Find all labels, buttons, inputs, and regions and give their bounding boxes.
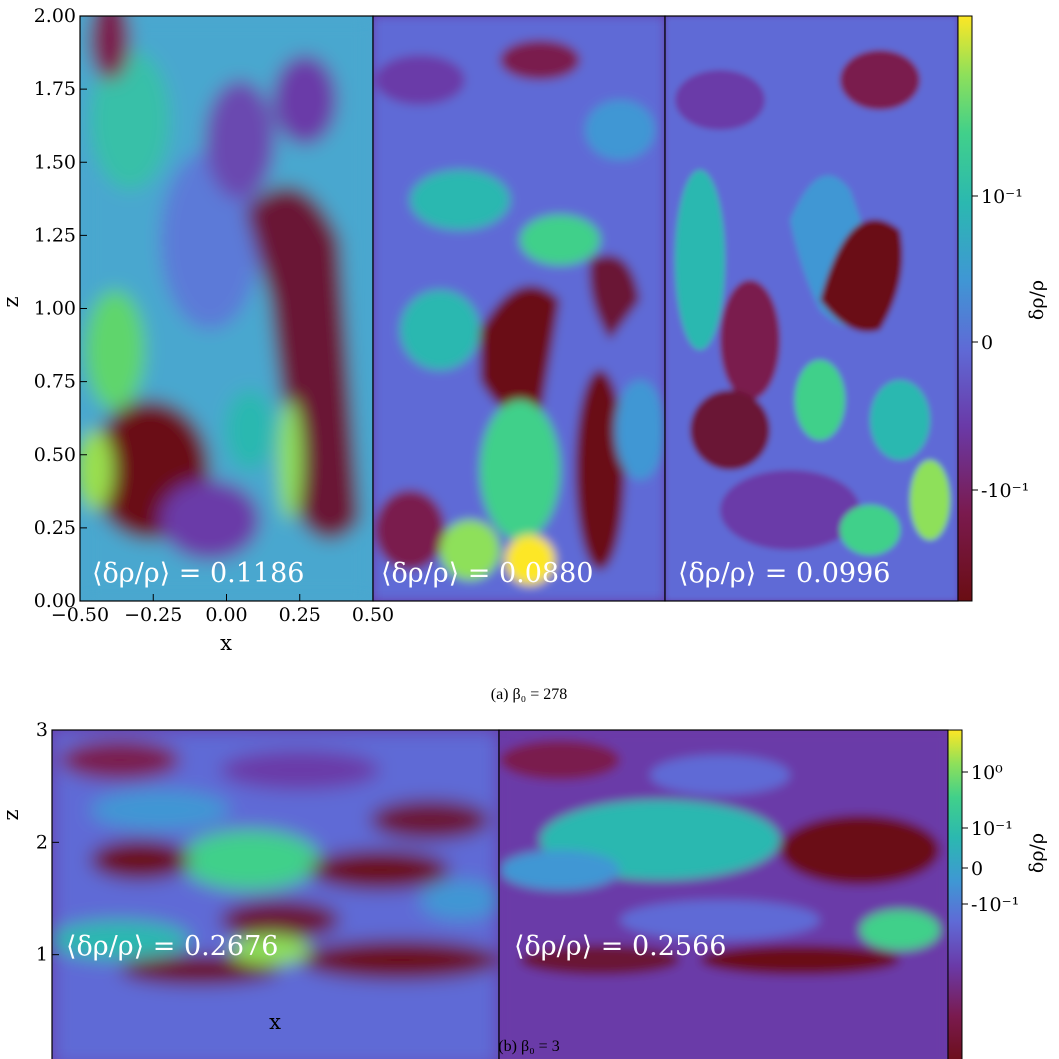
x-tick-label: −0.25 [124,604,182,626]
y-tick-label: 0.75 [34,371,76,393]
x-tick-label: 0.50 [352,604,394,626]
ylabel-b: z [0,809,23,820]
y-tick-label: 2.00 [34,5,76,27]
caption-a: (a) β₀ = 278 [491,686,568,703]
colorbar-a-label: δρ/ρ [1026,280,1048,320]
y-tick-label: 2 [36,831,48,853]
xlabel-a: x [220,631,232,655]
xlabel-b: x [269,1010,281,1034]
heatmap-panel-a3 [665,16,958,601]
annotation-b1: ⟨δρ/ρ⟩ = 0.2676 [66,931,278,962]
colorbar-tick-label: 10⁰ [971,762,1003,784]
y-tick-label: 0.00 [34,590,76,612]
colorbar-b-ticks: 10⁰ 10⁻¹ 0 -10⁻¹ [962,762,1019,916]
colorbar-a-ticks: 10⁻¹ 0 -10⁻¹ [972,186,1029,502]
annotation-a2: ⟨δρ/ρ⟩ = 0.0880 [381,558,593,589]
y-tick-label: 1.25 [34,224,76,246]
y-tick-label: 0.50 [34,444,76,466]
y-tick-label: 0.25 [34,517,76,539]
y-tick-label: 1.75 [34,78,76,100]
y-tick-label: 0 [36,1056,48,1059]
x-tick-label: 0.00 [205,604,247,626]
annotation-b2: ⟨δρ/ρ⟩ = 0.2566 [514,931,726,962]
x-tick-label: −0.50 [51,604,109,626]
annotation-a3: ⟨δρ/ρ⟩ = 0.0996 [678,558,890,589]
axes-a: −0.50 −0.25 0.00 0.25 0.50 0.00 0.25 0.50 0.75 1.… [34,5,394,626]
heatmap-panel-a1 [80,16,373,601]
ylabel-a: z [0,296,23,307]
heatmap-panel-b2 [499,730,948,1059]
axes-b: −2020123 [36,719,59,1059]
colorbar-b-label: δρ/ρ [1026,833,1048,873]
heatmap-panel-a2 [373,16,665,601]
y-tick-label: 1.50 [34,151,76,173]
figure-b: ⟨δρ/ρ⟩ = 0.2676 ⟨δρ/ρ⟩ = 0.2566 10⁰ 10⁻¹ 0… [0,719,1048,1059]
annotation-a1: ⟨δρ/ρ⟩ = 0.1186 [92,558,304,589]
colorbar-tick-label: -10⁻¹ [981,480,1029,502]
colorbar-tick-label: 10⁻¹ [971,818,1013,840]
x-tick-label: 0.25 [279,604,321,626]
colorbar-tick-label: 0 [981,332,993,354]
y-tick-label: 3 [36,719,48,741]
y-tick-label: 1.00 [34,298,76,320]
colorbar-b [947,729,963,1059]
colorbar-tick-label: 10⁻¹ [981,186,1023,208]
caption-b: (b) β₀ = 3 [498,1038,559,1055]
colorbar-tick-label: 0 [971,858,983,880]
colorbar-a [957,15,973,602]
figure-a: ⟨δρ/ρ⟩ = 0.1186 ⟨δρ/ρ⟩ = 0.0880 ⟨δρ/ρ⟩ =… [0,5,1048,703]
heatmap-panel-b1 [52,730,499,1059]
colorbar-tick-label: -10⁻¹ [971,894,1019,916]
y-tick-label: 1 [36,944,48,966]
